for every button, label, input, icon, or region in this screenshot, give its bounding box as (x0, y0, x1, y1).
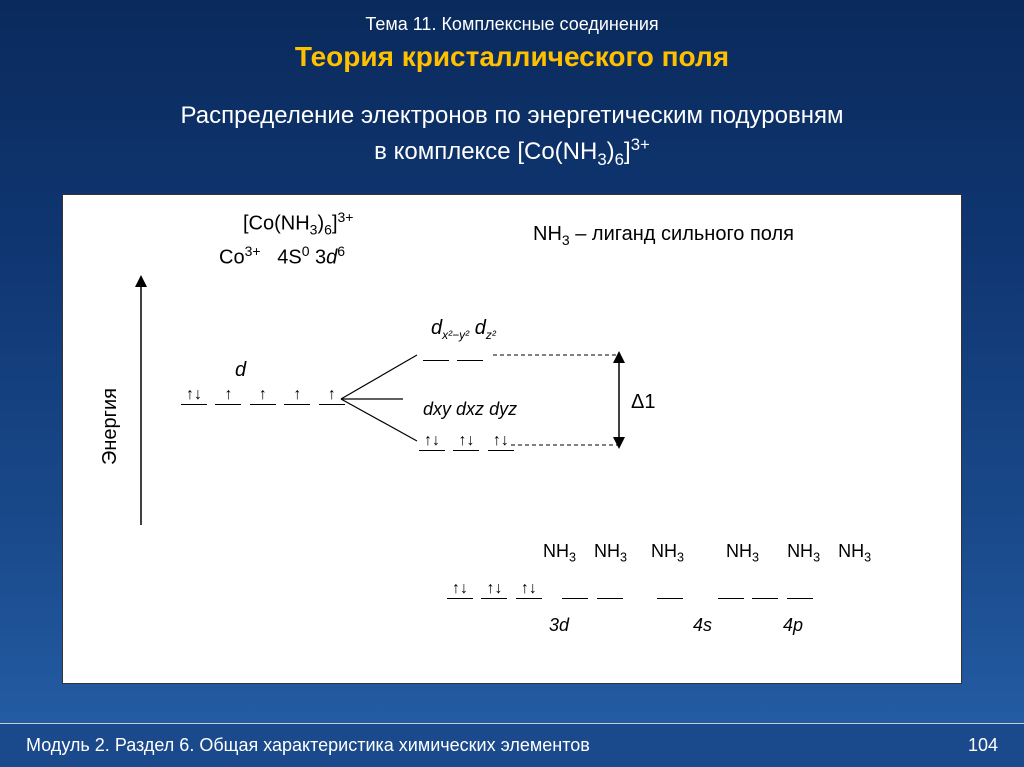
diagram-panel: [Co(NH3)6]3+ Co3+ 4S0 3d6 NH3 – лиганд с… (62, 194, 962, 684)
h-3d-3: ↑↓ (516, 575, 542, 599)
ion-symbol: Co (219, 247, 245, 269)
orb-t2: ↑↓ (453, 427, 479, 451)
orb-d1: ↑↓ (181, 381, 207, 405)
orb-eg2 (457, 337, 483, 361)
subtitle-sub1: 3 (597, 149, 606, 168)
footer-left: Модуль 2. Раздел 6. Общая характеристика… (26, 735, 590, 756)
free-ion-orbitals: ↑↓ ↑ ↑ ↑ ↑ (181, 381, 349, 410)
subtitle-mid: ) (607, 138, 615, 165)
config-3d-ital: d (326, 247, 337, 269)
label-4p: 4p (783, 615, 803, 636)
subtitle-suffix: ] (624, 138, 631, 165)
subtitle-line1: Распределение электронов по энергетическ… (181, 102, 844, 129)
slide-footer: Модуль 2. Раздел 6. Общая характеристика… (0, 723, 1024, 767)
h-4s-1 (657, 575, 683, 599)
delta-label: Δ1 (631, 391, 655, 414)
ligand-suffix: – лиганд сильного поля (570, 223, 794, 245)
slide-subtitle: Распределение электронов по энергетическ… (0, 99, 1024, 171)
config-4s-sup: 0 (302, 243, 310, 259)
h-3d-5 (597, 575, 623, 599)
eg-orbitals (423, 337, 487, 366)
label-4s: 4s (693, 615, 712, 636)
energy-axis-label: Энергия (99, 388, 122, 465)
h-4p-1 (718, 575, 744, 599)
h-3d-1: ↑↓ (447, 575, 473, 599)
config-3d-sup: 6 (337, 243, 345, 259)
h-4p-3 (787, 575, 813, 599)
orb-d4: ↑ (284, 381, 310, 405)
label-3d: 3d (549, 615, 569, 636)
orb-t1: ↑↓ (419, 427, 445, 451)
orb-d3: ↑ (250, 381, 276, 405)
complex-formula: [Co(NH3)6]3+ (243, 209, 353, 238)
ion-config: Co3+ 4S0 3d6 (219, 243, 345, 270)
ion-charge: 3+ (245, 243, 261, 259)
subtitle-line2-prefix: в комплексе [Co(NH (374, 138, 597, 165)
d-label: d (235, 359, 246, 382)
t2g-label: dxy dxz dyz (423, 399, 517, 420)
orb-d5: ↑ (319, 381, 345, 405)
h-3d-4 (562, 575, 588, 599)
orb-t3: ↑↓ (488, 427, 514, 451)
t2g-orbitals: ↑↓ ↑↓ ↑↓ (419, 427, 518, 456)
config-4s: 4S (277, 247, 301, 269)
orb-d2: ↑ (215, 381, 241, 405)
hybrid-orbitals-row: ↑↓ ↑↓ ↑↓ (447, 575, 817, 604)
ligand-prefix: NH (533, 223, 562, 245)
subtitle-sup: 3+ (631, 135, 650, 154)
footer-page: 104 (968, 735, 998, 756)
slide-title: Теория кристаллического поля (0, 41, 1024, 73)
h-4p-2 (752, 575, 778, 599)
ligand-note: NH3 – лиганд сильного поля (533, 223, 794, 248)
config-3d: 3 (315, 247, 326, 269)
subtitle-sub2: 6 (615, 149, 624, 168)
slide-topic: Тема 11. Комплексные соединения (0, 0, 1024, 35)
h-3d-2: ↑↓ (481, 575, 507, 599)
nh3-labels: NH3 NH3 NH3 NH3 NH3 NH3 (543, 541, 884, 565)
ligand-sub: 3 (562, 232, 570, 248)
orb-eg1 (423, 337, 449, 361)
